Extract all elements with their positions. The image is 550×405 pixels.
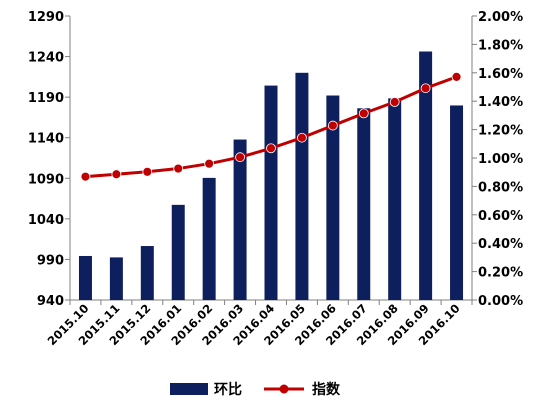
- bar: [171, 204, 185, 300]
- y-right-tick-label: 1.20%: [478, 124, 523, 139]
- line-point: [420, 83, 431, 94]
- line-point: [389, 97, 400, 107]
- line-point: [297, 132, 307, 143]
- y-right-tick-label: 0.80%: [478, 180, 523, 195]
- y-left-tick-label: 990: [37, 253, 64, 268]
- bar: [78, 255, 92, 300]
- y-right-tick-label: 1.00%: [478, 152, 523, 167]
- y-right-tick-label: 0.00%: [478, 294, 523, 309]
- bar: [419, 51, 433, 300]
- bar: [264, 85, 278, 300]
- y-right-tick-label: 0.40%: [478, 237, 523, 252]
- y-left-tick-label: 1240: [28, 51, 64, 66]
- bar: [326, 95, 340, 301]
- bar: [109, 257, 123, 300]
- y-right-tick-label: 1.40%: [478, 95, 523, 110]
- line-point: [235, 152, 245, 163]
- y-left-tick-label: 940: [37, 294, 64, 309]
- line-point: [80, 171, 91, 182]
- legend-label-line: 指数: [312, 381, 341, 398]
- line-point: [142, 166, 153, 177]
- line-point: [111, 169, 122, 180]
- line-point: [358, 108, 369, 119]
- bar: [140, 246, 154, 300]
- y-right-tick-label: 1.80%: [478, 38, 523, 53]
- legend-swatch-bar: [170, 383, 208, 395]
- legend-marker-line: [279, 384, 289, 394]
- bar: [233, 139, 247, 300]
- line-point: [204, 158, 215, 169]
- legend-label-bar: 环比: [214, 381, 242, 398]
- line-point: [173, 163, 184, 174]
- y-right-tick-label: 2.00%: [478, 10, 523, 25]
- y-right-tick-label: 0.20%: [478, 266, 523, 281]
- line-point: [451, 71, 462, 82]
- bar: [295, 72, 309, 300]
- y-left-tick-label: 1090: [28, 172, 64, 187]
- y-left-tick-label: 1040: [28, 213, 64, 228]
- y-right-tick-label: 1.60%: [478, 67, 523, 82]
- y-left-tick-label: 1290: [28, 10, 64, 25]
- y-right-tick-label: 0.60%: [478, 209, 523, 224]
- y-left-tick-label: 1190: [28, 91, 64, 106]
- bar: [357, 108, 371, 300]
- y-left-tick-label: 1140: [28, 132, 64, 147]
- bar: [202, 177, 216, 300]
- line-point: [266, 143, 276, 154]
- bar: [388, 98, 402, 300]
- bar: [450, 105, 464, 301]
- line-point: [327, 120, 338, 131]
